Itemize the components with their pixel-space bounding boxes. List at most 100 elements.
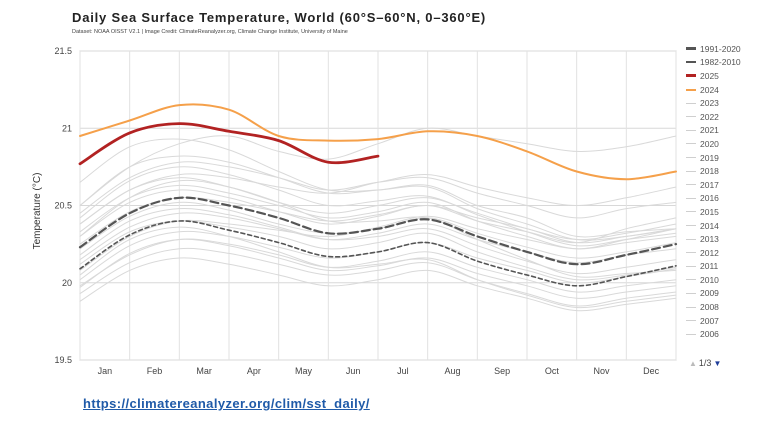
series-line-2012	[79, 212, 677, 264]
legend-label: 2011	[700, 261, 719, 272]
legend-swatch	[686, 143, 696, 145]
legend-item[interactable]: 2013	[686, 232, 766, 246]
series-line-other-year	[79, 207, 677, 275]
series-line-2010	[79, 179, 677, 278]
series-line-1991-2020	[78, 196, 678, 266]
x-tick-label: Jan	[98, 366, 113, 376]
legend-label: 2025	[700, 70, 719, 81]
x-tick-label: Aug	[444, 366, 460, 376]
legend-swatch	[686, 252, 696, 254]
legend-label: 2014	[700, 220, 719, 231]
legend-swatch	[686, 74, 696, 78]
legend-item[interactable]: 2019	[686, 151, 766, 165]
series-line-2017	[79, 166, 677, 247]
legend-item[interactable]: 2022	[686, 110, 766, 124]
legend-label: 2012	[700, 247, 719, 258]
legend-label: 2013	[700, 234, 719, 245]
legend-item[interactable]: 2008	[686, 300, 766, 314]
legend-swatch	[686, 279, 696, 281]
legend-label: 2023	[700, 98, 719, 109]
legend-item[interactable]: 2024	[686, 83, 766, 97]
legend-swatch	[686, 88, 696, 91]
x-tick-label: Sep	[494, 366, 510, 376]
legend-swatch	[686, 61, 696, 64]
legend-label: 2019	[700, 152, 719, 163]
x-tick-label: Dec	[643, 366, 660, 376]
x-tick-label: May	[295, 366, 313, 376]
legend-item[interactable]: 2006	[686, 327, 766, 341]
series-line-2007	[79, 226, 677, 309]
legend-swatch	[686, 238, 696, 240]
legend-label: 2007	[700, 315, 719, 326]
legend-item[interactable]: 2017	[686, 178, 766, 192]
series-line-other-year	[79, 257, 677, 312]
legend-swatch	[686, 197, 696, 199]
legend-item[interactable]: 2023	[686, 96, 766, 110]
y-tick-label: 21	[62, 123, 72, 133]
series-line-1982-2010	[79, 220, 677, 287]
pager-label: 1/3	[698, 358, 712, 368]
legend-label: 2020	[700, 138, 719, 149]
triangle-up-icon[interactable]: ▲	[689, 358, 697, 368]
legend-swatch	[686, 170, 696, 172]
legend-item[interactable]: 2009	[686, 287, 766, 301]
legend-label: 2015	[700, 206, 719, 217]
chart-title: Daily Sea Surface Temperature, World (60…	[72, 10, 487, 25]
legend-swatch	[686, 333, 696, 335]
x-tick-label: Feb	[147, 366, 163, 376]
legend-label: 2017	[700, 179, 719, 190]
legend-swatch	[686, 129, 696, 131]
x-tick-label: Apr	[247, 366, 261, 376]
highlighted-series-layer	[78, 103, 678, 287]
legend-item[interactable]: 2010	[686, 273, 766, 287]
y-tick-label: 20.5	[54, 201, 72, 211]
legend-label: 2024	[700, 84, 719, 95]
legend-label: 2008	[700, 302, 719, 313]
legend-item[interactable]: 1991-2020	[686, 42, 766, 56]
legend-label: 2009	[700, 288, 719, 299]
x-tick-label: Mar	[196, 366, 212, 376]
legend-label: 2018	[700, 166, 719, 177]
legend-pager: ▲ 1/3 ▼	[689, 358, 721, 368]
y-tick-label: 21.5	[54, 46, 72, 56]
legend-swatch	[686, 306, 696, 308]
legend-item[interactable]: 2018	[686, 164, 766, 178]
legend-swatch	[686, 225, 696, 227]
legend-item[interactable]: 2020	[686, 137, 766, 151]
legend-item[interactable]: 1982-2010	[686, 56, 766, 70]
series-line-2016	[79, 138, 677, 241]
legend-swatch	[686, 292, 696, 294]
legend-item[interactable]: 2011	[686, 260, 766, 274]
series-line-2024	[79, 103, 677, 181]
y-axis-label: Temperature (°C)	[32, 173, 43, 250]
x-tick-label: Oct	[545, 366, 560, 376]
legend-swatch	[686, 211, 696, 213]
legend-label: 1982-2010	[700, 57, 741, 68]
legend-item[interactable]: 2025	[686, 69, 766, 83]
source-link[interactable]: https://climatereanalyzer.org/clim/sst_d…	[83, 396, 370, 411]
series-line-2023	[79, 127, 677, 206]
legend-swatch	[686, 116, 696, 118]
x-tick-label: Jul	[397, 366, 409, 376]
legend-item[interactable]: 2007	[686, 314, 766, 328]
x-tick-label: Jun	[346, 366, 361, 376]
series-line-2015	[79, 173, 677, 225]
x-tick-label: Nov	[593, 366, 610, 376]
legend-swatch	[686, 184, 696, 186]
legend-swatch	[686, 265, 696, 267]
legend-item[interactable]: 2012	[686, 246, 766, 260]
legend-swatch	[686, 47, 696, 51]
legend-item[interactable]: 2021	[686, 124, 766, 138]
legend-label: 2010	[700, 274, 719, 285]
legend-label: 2022	[700, 111, 719, 122]
series-line-other-year	[79, 238, 677, 299]
triangle-down-icon[interactable]: ▼	[713, 358, 722, 368]
legend-label: 2021	[700, 125, 719, 136]
legend-item[interactable]: 2014	[686, 219, 766, 233]
legend-item[interactable]: 2015	[686, 205, 766, 219]
chart-subtitle: Dataset: NOAA OISST V2.1 | Image Credit:…	[72, 29, 348, 35]
tick-label-layer: 19.5 20 20.5 21 21.5 Jan Feb Mar Apr May Jun Jul Aug…	[54, 46, 659, 376]
legend-label: 1991-2020	[700, 43, 741, 54]
legend-item[interactable]: 2016	[686, 192, 766, 206]
